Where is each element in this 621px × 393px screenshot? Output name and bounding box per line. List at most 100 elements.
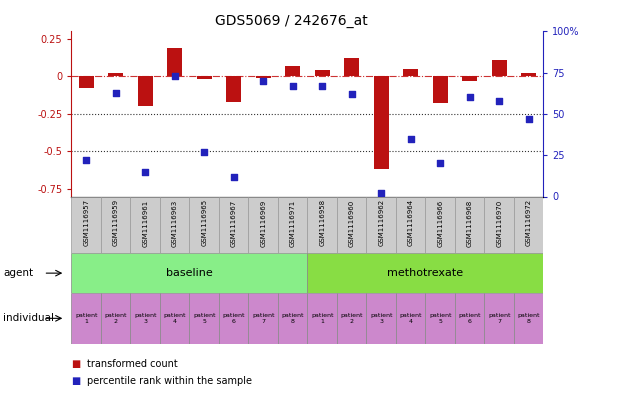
Text: GSM1116959: GSM1116959 <box>112 199 119 246</box>
Bar <box>256 77 271 78</box>
Text: GSM1116966: GSM1116966 <box>437 199 443 246</box>
Bar <box>433 77 448 103</box>
Text: agent: agent <box>3 268 34 278</box>
Bar <box>455 293 484 344</box>
Bar <box>366 293 396 344</box>
Bar <box>197 77 212 79</box>
Point <box>465 94 474 101</box>
Bar <box>484 293 514 344</box>
Bar <box>521 73 536 77</box>
Text: patient
1: patient 1 <box>75 313 97 324</box>
Point <box>317 83 327 89</box>
Text: baseline: baseline <box>166 268 213 278</box>
Point <box>347 91 356 97</box>
Bar <box>108 73 123 77</box>
Bar <box>396 196 425 253</box>
Text: GSM1116970: GSM1116970 <box>496 199 502 246</box>
Bar <box>374 77 389 169</box>
Text: GSM1116964: GSM1116964 <box>407 199 414 246</box>
Bar <box>138 77 153 107</box>
Bar <box>160 293 189 344</box>
Text: GSM1116971: GSM1116971 <box>289 199 296 246</box>
Bar <box>248 293 278 344</box>
Bar <box>455 196 484 253</box>
Bar <box>189 293 219 344</box>
Point <box>170 73 179 79</box>
Point <box>140 169 150 175</box>
Text: patient
2: patient 2 <box>104 313 127 324</box>
Text: patient
4: patient 4 <box>399 313 422 324</box>
Text: GSM1116968: GSM1116968 <box>466 199 473 246</box>
Bar <box>492 60 507 77</box>
Bar <box>344 59 359 77</box>
Bar <box>307 196 337 253</box>
Text: patient
6: patient 6 <box>222 313 245 324</box>
Text: transformed count: transformed count <box>87 358 178 369</box>
Bar <box>278 293 307 344</box>
Bar <box>226 77 241 102</box>
Text: individual: individual <box>3 313 54 323</box>
Text: GSM1116960: GSM1116960 <box>348 199 355 246</box>
Text: patient
3: patient 3 <box>370 313 392 324</box>
Text: patient
5: patient 5 <box>193 313 215 324</box>
Bar <box>337 196 366 253</box>
Bar <box>425 293 455 344</box>
Bar <box>307 293 337 344</box>
Text: percentile rank within the sample: percentile rank within the sample <box>87 376 252 386</box>
Text: GSM1116958: GSM1116958 <box>319 199 325 246</box>
Point <box>288 83 297 89</box>
Bar <box>101 196 130 253</box>
Bar <box>403 69 418 77</box>
Text: patient
8: patient 8 <box>281 313 304 324</box>
Text: patient
4: patient 4 <box>163 313 186 324</box>
Bar <box>514 196 543 253</box>
Point <box>524 116 533 122</box>
Text: patient
1: patient 1 <box>311 313 333 324</box>
Bar <box>219 293 248 344</box>
Point <box>258 78 268 84</box>
Bar <box>462 77 477 81</box>
Text: patient
7: patient 7 <box>252 313 274 324</box>
Bar <box>189 196 219 253</box>
Text: methotrexate: methotrexate <box>388 268 463 278</box>
Bar <box>219 196 248 253</box>
Bar <box>285 66 300 77</box>
Text: GSM1116967: GSM1116967 <box>230 199 237 246</box>
Text: ■: ■ <box>71 358 81 369</box>
Text: GSM1116972: GSM1116972 <box>525 199 532 246</box>
Text: GSM1116962: GSM1116962 <box>378 199 384 246</box>
Bar <box>366 196 396 253</box>
Point <box>376 190 386 196</box>
Text: patient
5: patient 5 <box>429 313 451 324</box>
Bar <box>248 196 278 253</box>
Bar <box>337 293 366 344</box>
Text: GSM1116961: GSM1116961 <box>142 199 148 246</box>
Bar <box>396 293 425 344</box>
Bar <box>160 196 189 253</box>
Text: GSM1116965: GSM1116965 <box>201 199 207 246</box>
Text: GSM1116969: GSM1116969 <box>260 199 266 246</box>
Bar <box>307 253 543 293</box>
Bar <box>130 293 160 344</box>
Text: patient
2: patient 2 <box>340 313 363 324</box>
Point <box>494 97 504 104</box>
Bar <box>101 293 130 344</box>
Bar <box>71 196 101 253</box>
Bar <box>167 48 182 77</box>
Point <box>111 89 120 95</box>
Text: patient
6: patient 6 <box>458 313 481 324</box>
Text: ■: ■ <box>71 376 81 386</box>
Text: patient
7: patient 7 <box>488 313 510 324</box>
Bar <box>514 293 543 344</box>
Point <box>406 136 415 142</box>
Bar <box>71 253 307 293</box>
Point <box>229 174 238 180</box>
Bar <box>79 77 94 88</box>
Point <box>199 149 209 155</box>
Text: patient
8: patient 8 <box>517 313 540 324</box>
Bar <box>425 196 455 253</box>
Text: GSM1116963: GSM1116963 <box>171 199 178 246</box>
Bar <box>484 196 514 253</box>
Bar <box>130 196 160 253</box>
Bar <box>278 196 307 253</box>
